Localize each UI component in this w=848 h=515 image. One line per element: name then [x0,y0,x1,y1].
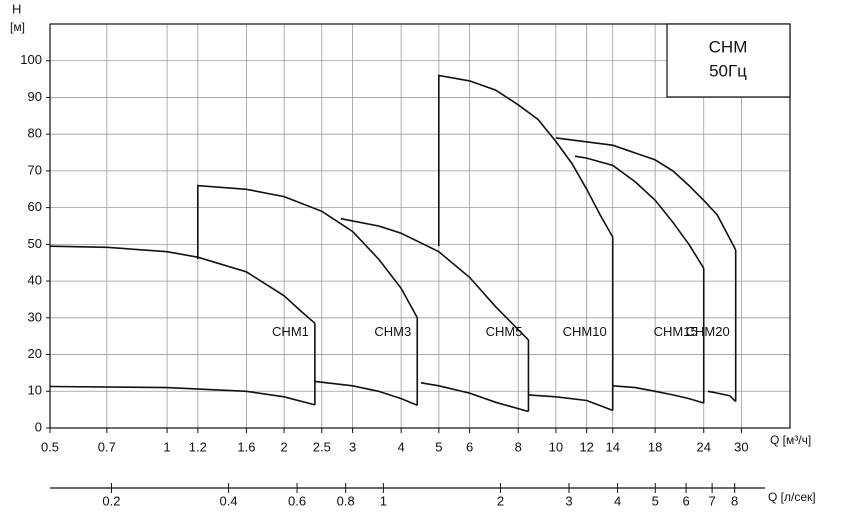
lower-curve [420,382,529,413]
x2-tick-label: 1 [380,493,387,508]
y-tick-label: 20 [28,346,42,361]
y-unit: [м] [10,20,25,34]
x2-tick-label: 4 [614,493,621,508]
head-curve [49,245,316,324]
head-curve [438,74,614,247]
x2-label: Q [л/сек] [768,490,816,504]
x-tick-label: 4 [398,439,405,454]
head-curve [555,137,737,251]
x2-tick-label: 0.2 [102,493,120,508]
y-tick-label: 100 [20,52,42,67]
x-tick-label: 0.7 [98,439,116,454]
x-tick-label: 30 [734,439,748,454]
x-tick-label: 24 [697,439,711,454]
y-tick-label: 40 [28,273,42,288]
lower-curve [528,394,613,412]
x-tick-label: 12 [579,439,593,454]
lower-curve [314,380,418,406]
x-tick-label: 0.5 [41,439,59,454]
x-tick-label: 1 [163,439,170,454]
y-tick-label: 0 [35,419,42,434]
chart-title: CHM [709,37,748,56]
lower-curve [612,385,704,404]
x-tick-label: 10 [549,439,563,454]
x-tick-label: 1.2 [189,439,207,454]
series-label: CHM3 [374,324,411,339]
y-tick-label: 10 [28,383,42,398]
x-label: Q [м³/ч] [770,433,811,447]
head-curve [340,217,529,341]
x-tick-label: 6 [466,439,473,454]
x2-tick-label: 7 [708,493,715,508]
series-label: CHM15 [654,324,698,339]
head-curve [574,155,705,269]
series-label: CHM5 [486,324,523,339]
plot-frame [49,23,791,429]
x2-tick-label: 3 [565,493,572,508]
x2-tick-label: 0.4 [220,493,238,508]
x2-tick-label: 6 [682,493,689,508]
x-tick-label: 2.5 [313,439,331,454]
chart-subtitle: 50Гц [709,61,747,80]
y-tick-label: 30 [28,309,42,324]
x-tick-label: 5 [435,439,442,454]
y-tick-label: 50 [28,236,42,251]
title-box [666,23,791,98]
series-label: CHM10 [563,324,607,339]
series-label: CHM20 [686,324,730,339]
y-tick-label: 80 [28,126,42,141]
series-label: CHM1 [272,324,309,339]
x2-tick-label: 5 [652,493,659,508]
lower-curve [707,390,737,403]
x-tick-label: 3 [349,439,356,454]
head-curve [197,184,419,319]
x-tick-label: 1.6 [237,439,255,454]
x-tick-label: 18 [648,439,662,454]
x2-tick-label: 2 [497,493,504,508]
lower-curve [49,385,316,406]
x2-tick-label: 0.8 [337,493,355,508]
x-tick-label: 8 [515,439,522,454]
x2-tick-label: 8 [731,493,738,508]
y-tick-label: 60 [28,199,42,214]
y-tick-label: 70 [28,162,42,177]
x-tick-label: 14 [605,439,619,454]
y-tick-label: 90 [28,89,42,104]
x-tick-label: 2 [280,439,287,454]
x2-tick-label: 0.6 [288,493,306,508]
y-label: H [12,1,21,16]
